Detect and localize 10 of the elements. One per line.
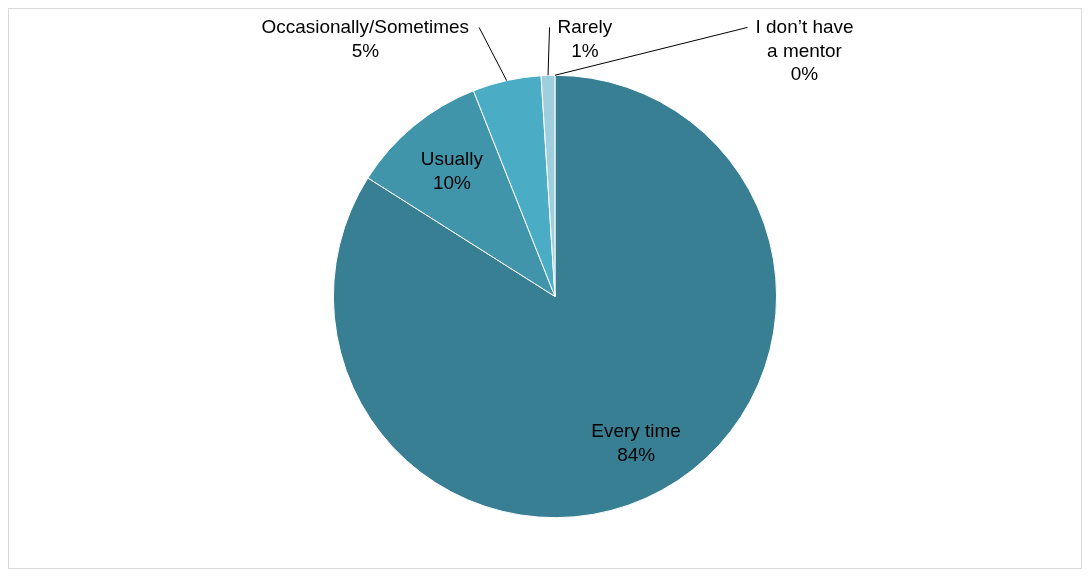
data-label: 5% [351, 39, 380, 61]
text: 0% [790, 63, 819, 85]
category-label: I don’t have a mentor [755, 15, 854, 61]
slice-label: Usually [420, 148, 484, 170]
slice-label: Rarely [557, 15, 613, 37]
data-label: 10% [432, 172, 471, 194]
slice-label: Occasionally/Sometimes [261, 15, 470, 37]
slice-label: Every time [591, 420, 681, 442]
data-label: 1% [571, 39, 599, 61]
data-label: 84% [617, 443, 656, 465]
